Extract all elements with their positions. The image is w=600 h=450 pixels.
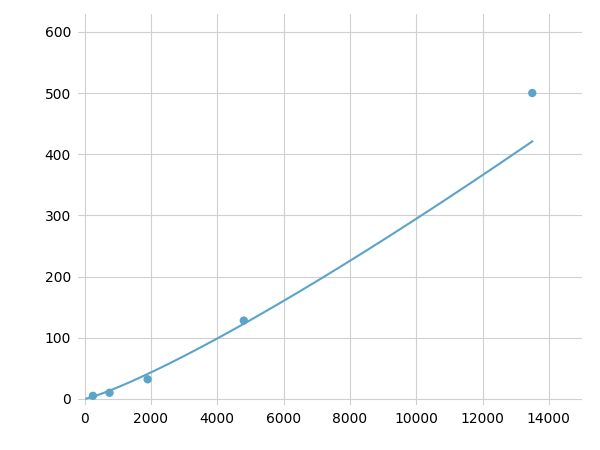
Point — [239, 317, 248, 324]
Point — [143, 376, 152, 383]
Point — [88, 392, 98, 400]
Point — [527, 90, 537, 97]
Point — [105, 389, 115, 396]
